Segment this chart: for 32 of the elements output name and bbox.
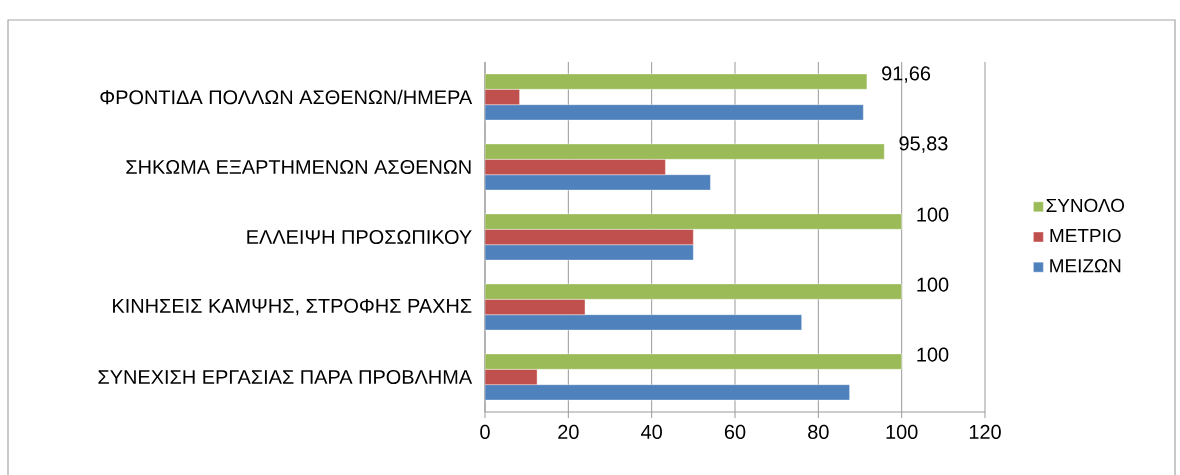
bar — [485, 174, 711, 191]
bar — [485, 384, 850, 401]
bar — [485, 159, 666, 175]
legend-label: ΜΕΤΡΙΟ — [1050, 228, 1121, 243]
x-tick-label: 20 — [558, 424, 579, 439]
bar — [485, 104, 864, 121]
data-label: 100 — [917, 347, 949, 362]
y-tick-label: ΣΗΚΩΜΑ ΕΞΑΡΤΗΜΕΝΩΝ ΑΣΘΕΝΩΝ — [126, 159, 471, 175]
x-tick-label: 80 — [808, 424, 829, 439]
data-label: 100 — [917, 207, 949, 222]
x-tick-label: 40 — [641, 424, 662, 439]
x-tick-label: 120 — [969, 424, 1001, 439]
x-tick-label: 100 — [886, 424, 918, 439]
bar — [485, 283, 902, 300]
bar — [485, 229, 694, 245]
y-tick-label: ΕΛΛΕΙΨΗ ΠΡΟΣΩΠΙΚΟΥ — [247, 229, 472, 245]
data-label: 95,83 — [899, 136, 948, 153]
x-tick-label: 0 — [480, 424, 490, 439]
y-tick-label: ΣΥΝΕΧΙΣΗ ΕΡΓΑΣΙΑΣ ΠΑΡΑ ΠΡΟΒΛΗΜΑ — [98, 369, 473, 385]
data-label: 100 — [917, 277, 949, 292]
legend-label: ΣΥΝΟΛΟ — [1046, 198, 1125, 213]
data-label: 91,66 — [882, 66, 931, 83]
bar — [485, 143, 885, 160]
bar — [485, 213, 902, 230]
bar — [485, 353, 902, 370]
bar — [485, 73, 868, 90]
y-tick-label: ΦΡΟΝΤΙΔΑ ΠΟΛΛΩΝ ΑΣΘΕΝΩΝ/ΗΜΕΡΑ — [100, 89, 473, 105]
bar — [485, 244, 694, 261]
x-tick-label: 60 — [724, 424, 746, 439]
y-tick-label: ΚΙΝΗΣΕΙΣ ΚΑΜΨΗΣ, ΣΤΡΟΦΗΣ ΡΑΧΗΣ — [113, 298, 472, 316]
legend-label: ΜΕΙΖΩΝ — [1050, 259, 1121, 273]
bar — [485, 314, 802, 331]
